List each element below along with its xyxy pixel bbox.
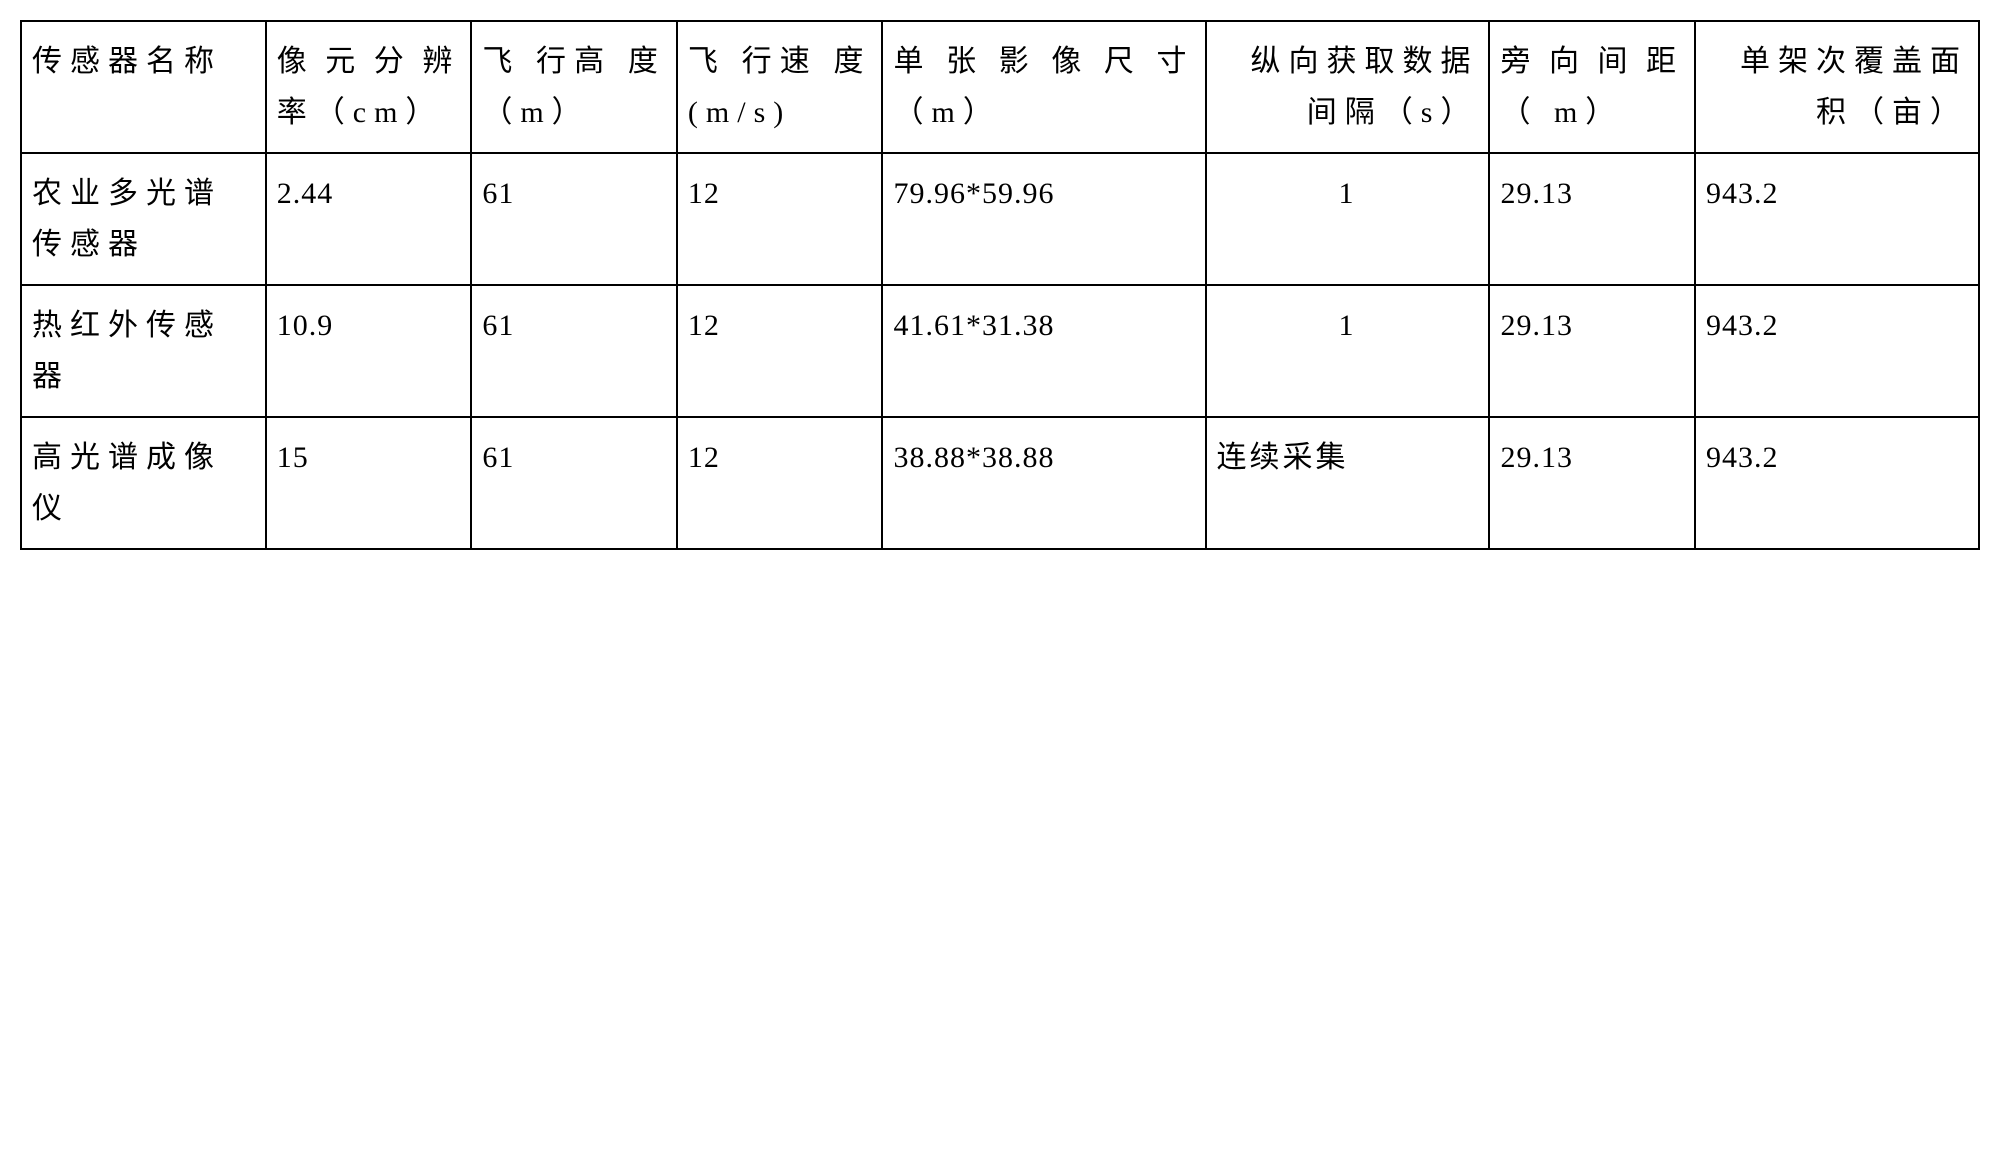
cell-coverage-area: 943.2 [1695, 285, 1979, 417]
col-header-pixel-resolution: 像元分辨 率（cm） [266, 21, 472, 153]
col-header-image-size: 单张影像尺寸（m） [882, 21, 1205, 153]
cell-longitudinal-interval: 1 [1206, 153, 1490, 285]
cell-image-size: 38.88*38.88 [882, 417, 1205, 549]
sensor-parameters-table: 传感器名称 像元分辨 率（cm） 飞 行高 度（m） 飞 行速 度(m/s) 单… [20, 20, 1980, 550]
table-row: 热红外传感器 10.9 61 12 41.61*31.38 1 29.13 94… [21, 285, 1979, 417]
cell-sensor-name: 热红外传感器 [21, 285, 266, 417]
cell-flight-speed: 12 [677, 153, 883, 285]
cell-coverage-area: 943.2 [1695, 153, 1979, 285]
cell-lateral-spacing: 29.13 [1489, 285, 1695, 417]
cell-coverage-area: 943.2 [1695, 417, 1979, 549]
col-header-coverage-area: 单架次覆盖面积（亩） [1695, 21, 1979, 153]
cell-pixel-resolution: 15 [266, 417, 472, 549]
cell-sensor-name: 农业多光谱传感器 [21, 153, 266, 285]
col-header-longitudinal-interval: 纵向获取数据间隔（s） [1206, 21, 1490, 153]
cell-flight-altitude: 61 [471, 153, 677, 285]
col-header-lateral-spacing: 旁向间距（ m） [1489, 21, 1695, 153]
table-row: 高光谱成像仪 15 61 12 38.88*38.88 连续采集 29.13 9… [21, 417, 1979, 549]
cell-flight-speed: 12 [677, 417, 883, 549]
table-header-row: 传感器名称 像元分辨 率（cm） 飞 行高 度（m） 飞 行速 度(m/s) 单… [21, 21, 1979, 153]
cell-longitudinal-interval: 连续采集 [1206, 417, 1490, 549]
cell-longitudinal-interval: 1 [1206, 285, 1490, 417]
cell-flight-altitude: 61 [471, 285, 677, 417]
cell-sensor-name: 高光谱成像仪 [21, 417, 266, 549]
cell-lateral-spacing: 29.13 [1489, 417, 1695, 549]
cell-flight-altitude: 61 [471, 417, 677, 549]
cell-pixel-resolution: 2.44 [266, 153, 472, 285]
col-header-flight-speed: 飞 行速 度(m/s) [677, 21, 883, 153]
col-header-sensor-name: 传感器名称 [21, 21, 266, 153]
cell-lateral-spacing: 29.13 [1489, 153, 1695, 285]
cell-image-size: 79.96*59.96 [882, 153, 1205, 285]
col-header-flight-altitude: 飞 行高 度（m） [471, 21, 677, 153]
table-row: 农业多光谱传感器 2.44 61 12 79.96*59.96 1 29.13 … [21, 153, 1979, 285]
cell-flight-speed: 12 [677, 285, 883, 417]
cell-image-size: 41.61*31.38 [882, 285, 1205, 417]
cell-pixel-resolution: 10.9 [266, 285, 472, 417]
